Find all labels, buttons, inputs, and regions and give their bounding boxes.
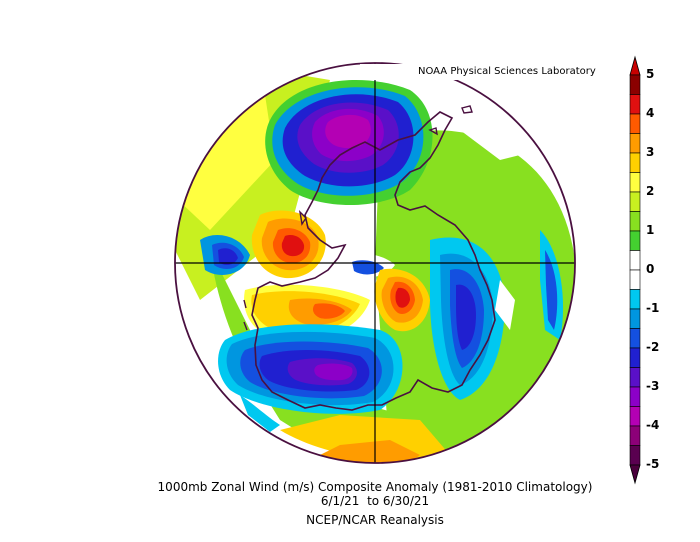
colorbar-swatch	[629, 172, 641, 193]
colorbar-swatch	[629, 211, 641, 232]
colorbar-tick-label: 1	[646, 223, 655, 237]
colorbar	[629, 55, 641, 485]
colorbar-swatch	[629, 308, 641, 329]
antarctica-coastline	[251, 111, 496, 411]
colorbar-swatch	[629, 367, 641, 388]
colorbar-tick-label: -4	[646, 418, 660, 432]
colorbar-swatch	[629, 152, 641, 173]
colorbar-swatch	[629, 250, 641, 271]
colorbar-tick-label: -2	[646, 340, 660, 354]
colorbar-swatch	[629, 191, 641, 212]
colorbar-tick-label: 0	[646, 262, 655, 276]
colorbar-swatch	[629, 386, 641, 407]
colorbar-swatch	[629, 445, 641, 466]
colorbar-max-arrow	[629, 55, 641, 76]
colorbar-min-arrow	[629, 464, 641, 485]
map-boundary	[174, 62, 576, 464]
colorbar-swatch	[629, 94, 641, 115]
peninsula-islands	[243, 105, 473, 331]
colorbar-swatch	[629, 425, 641, 446]
colorbar-swatch	[629, 113, 641, 134]
colorbar-swatch	[629, 406, 641, 427]
colorbar-tick-label: 5	[646, 67, 655, 81]
colorbar-swatch	[629, 328, 641, 349]
colorbar-tick-label: -5	[646, 457, 660, 471]
caption-title: 1000mb Zonal Wind (m/s) Composite Anomal…	[157, 480, 593, 494]
colorbar-tick-label: -3	[646, 379, 660, 393]
colorbar-swatch	[629, 269, 641, 290]
caption-dates: 6/1/21 to 6/30/21	[320, 494, 430, 508]
colorbar-tick-label: 2	[646, 184, 655, 198]
colorbar-tick-label: -1	[646, 301, 660, 315]
colorbar-swatch	[629, 133, 641, 154]
colorbar-swatch	[629, 347, 641, 368]
colorbar-tick-label: 4	[646, 106, 655, 120]
colorbar-swatch	[629, 289, 641, 310]
colorbar-swatch	[629, 74, 641, 95]
caption-source: NCEP/NCAR Reanalysis	[306, 513, 444, 527]
colorbar-swatch	[629, 230, 641, 251]
colorbar-tick-label: 3	[646, 145, 655, 159]
credit-label: NOAA Physical Sciences Laboratory	[360, 64, 596, 80]
